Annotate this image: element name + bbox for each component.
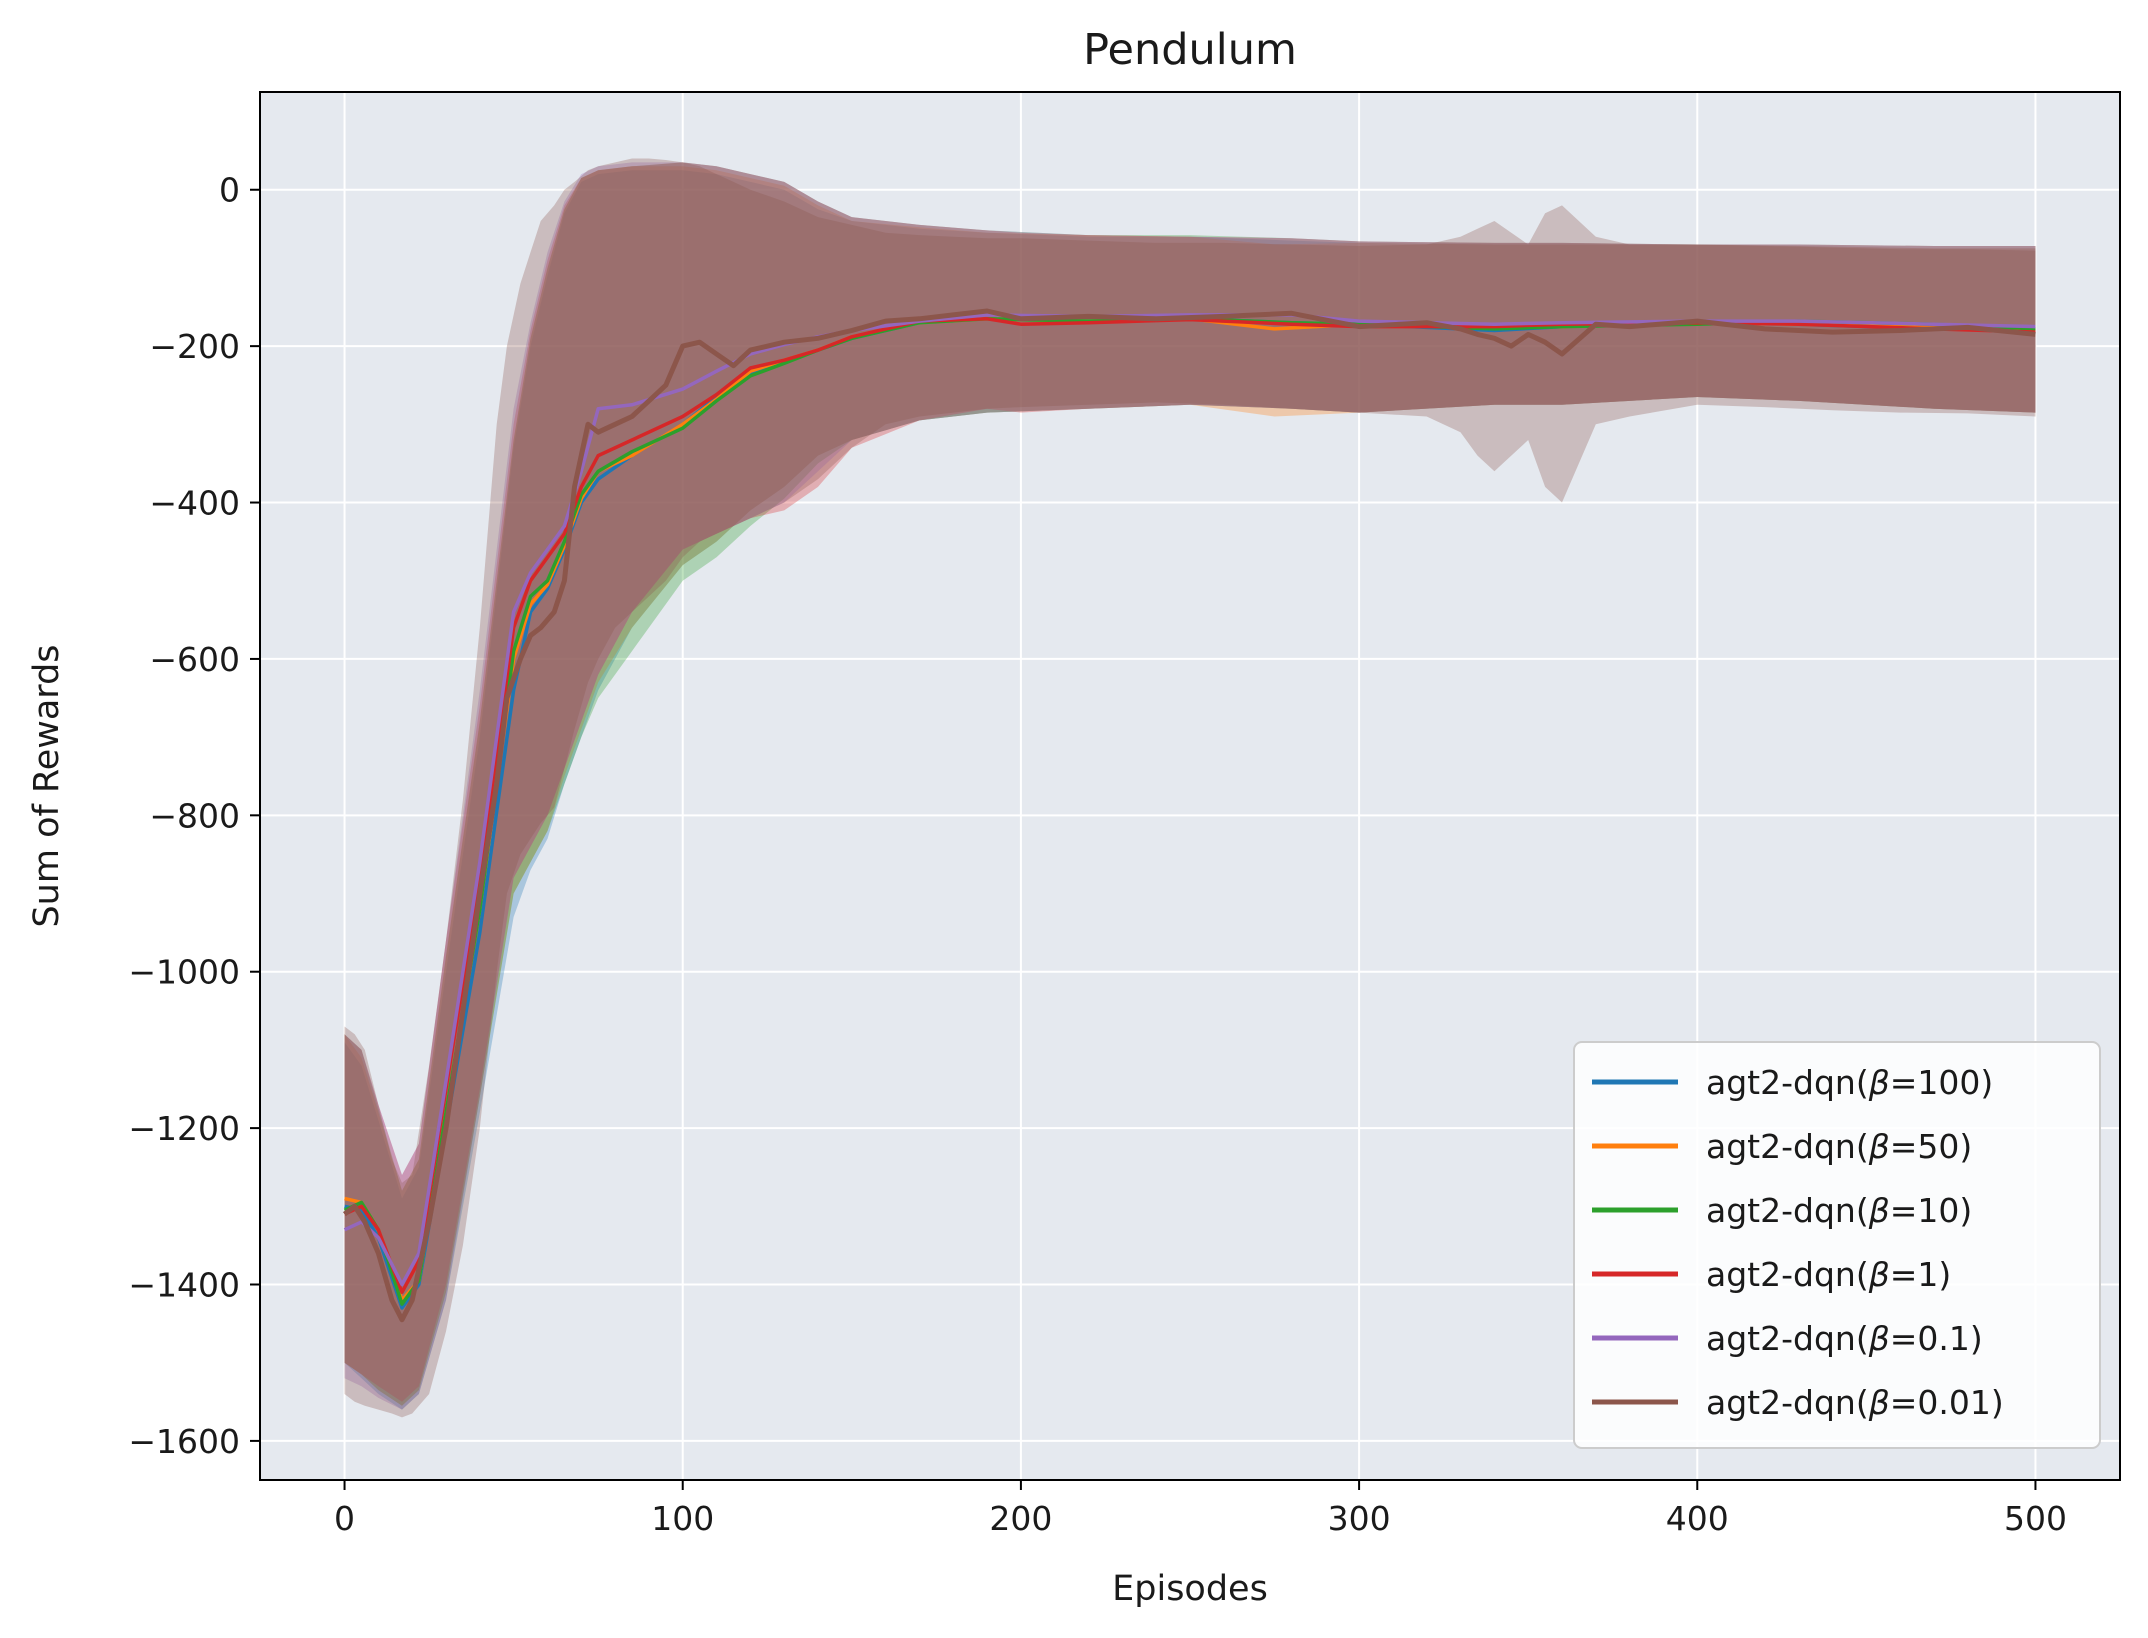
series-line-5 — [342, 308, 2036, 1323]
legend-label: agt2-dqn(β=50) — [1706, 1127, 1972, 1166]
legend-label: agt2-dqn(β=0.1) — [1706, 1319, 1983, 1358]
y-axis-label: Sum of Rewards — [27, 644, 67, 927]
series-band-2 — [344, 162, 2036, 1406]
x-tick-label: 300 — [1328, 1499, 1391, 1538]
x-tick-label: 200 — [989, 1499, 1052, 1538]
series-band-3 — [344, 162, 2036, 1402]
y-tick-label: −600 — [149, 640, 240, 679]
x-tick-label: 100 — [651, 1499, 714, 1538]
y-tick-label: −1600 — [128, 1422, 240, 1461]
x-axis: 0 100 200 300 400 500 — [334, 1480, 2067, 1538]
series-band-5 — [344, 158, 2036, 1418]
y-axis: 0 −200 −400 −600 −800 −1000 −1200 −1400 −1600 — [128, 171, 260, 1461]
y-tick-label: −200 — [149, 327, 240, 366]
legend: agt2-dqn(β=100) agt2-dqn(β=50) agt2-dqn(β=… — [1573, 1041, 2101, 1449]
legend-label: agt2-dqn(β=1) — [1706, 1255, 1951, 1294]
y-tick-label: −1400 — [128, 1266, 240, 1305]
series-band-1 — [344, 166, 2036, 1406]
legend-label: agt2-dqn(β=100) — [1706, 1063, 1993, 1102]
x-tick-label: 400 — [1666, 1499, 1729, 1538]
series-band-0 — [344, 170, 2036, 1410]
plot-frame — [259, 91, 2121, 1481]
series-lines — [342, 308, 2036, 1323]
y-tick-label: −1000 — [128, 953, 240, 992]
x-tick-label: 500 — [2004, 1499, 2067, 1538]
y-tick-label: −800 — [149, 796, 240, 835]
x-tick-label: 0 — [334, 1499, 355, 1538]
chart-title: Pendulum — [1083, 25, 1297, 75]
series-band-4 — [344, 162, 2036, 1410]
confidence-bands — [344, 158, 2036, 1418]
legend-frame — [1573, 1041, 2101, 1449]
x-axis-label: Episodes — [1112, 1569, 1268, 1609]
legend-label: agt2-dqn(β=0.01) — [1706, 1383, 2004, 1422]
y-tick-label: −1200 — [128, 1109, 240, 1148]
y-tick-label: −400 — [149, 484, 240, 523]
legend-label: agt2-dqn(β=10) — [1706, 1191, 1972, 1230]
y-tick-label: 0 — [219, 171, 240, 210]
